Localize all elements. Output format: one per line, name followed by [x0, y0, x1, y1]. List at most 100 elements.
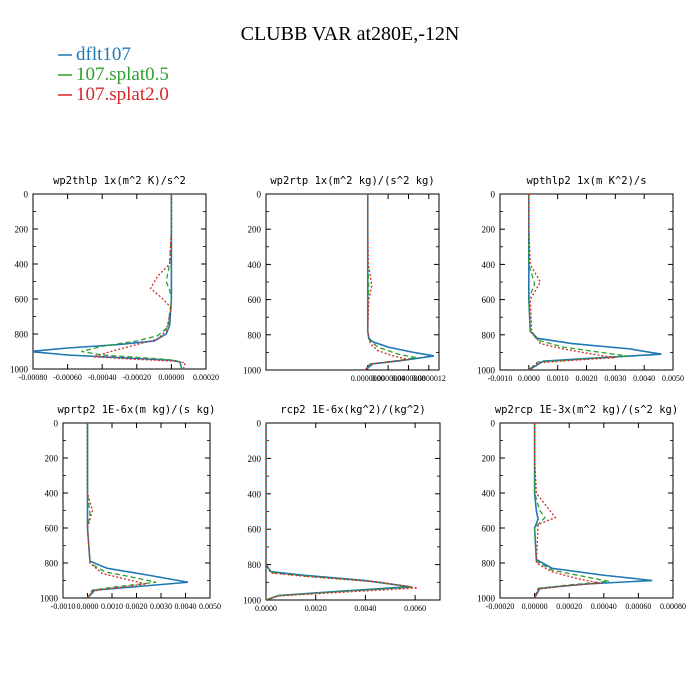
x-tick-label: 0.00000 — [522, 602, 548, 611]
series-line-107-splat2-0 — [266, 423, 418, 600]
x-tick-label: 0.0030 — [604, 374, 626, 383]
series-line-dflt107 — [364, 194, 435, 370]
panel-5: rcp2 1E-6x(kg^2)/(kg^2) 0 200 400 600 800 1000… — [243, 404, 441, 613]
y-tick-label: 800 — [482, 330, 496, 340]
y-tick-label: 0 — [257, 190, 262, 200]
y-tick-label: 400 — [15, 260, 29, 270]
x-tick-label: 0.00020 — [556, 602, 582, 611]
panel-title: wpthlp2 1x(m K^2)/s — [526, 175, 646, 187]
y-tick-label: 200 — [248, 454, 262, 464]
x-tick-label: 0.0000 — [518, 374, 540, 383]
series-line-107-splat2-0 — [86, 423, 147, 598]
legend-entry: dflt107 — [76, 44, 131, 65]
plot-frame — [499, 193, 674, 371]
x-tick-label: 0.0020 — [305, 604, 327, 613]
x-tick-label: 0.0000004 — [371, 374, 405, 383]
x-tick-label: 0.0030 — [150, 602, 172, 611]
y-tick-label: 1000 — [477, 366, 496, 376]
panel-title: wprtp2 1E-6x(m kg)/(s kg) — [57, 404, 215, 416]
series-line-107-splat2-0 — [528, 194, 616, 370]
panel-2: wp2rtp 1x(m^2 kg)/(s^2 kg) 0 200 400 600 800 1… — [243, 175, 446, 383]
y-tick-label: 600 — [248, 295, 262, 305]
y-tick-label: 0 — [54, 419, 59, 429]
y-tick-label: 1000 — [40, 594, 59, 604]
y-tick-label: 800 — [482, 559, 496, 569]
y-tick-label: 200 — [248, 225, 262, 235]
series-line-107-splat0-5 — [266, 423, 413, 600]
y-tick-label: 600 — [482, 295, 496, 305]
y-tick-label: 800 — [248, 560, 262, 570]
panel-title: rcp2 1E-6x(kg^2)/(kg^2) — [280, 404, 425, 416]
y-tick-label: 0 — [24, 190, 29, 200]
x-tick-label: -0.00020 — [122, 373, 151, 382]
series-line-dflt107 — [266, 423, 411, 600]
y-tick-label: 1000 — [10, 365, 29, 375]
y-tick-label: 400 — [45, 489, 59, 499]
y-tick-label: 400 — [482, 489, 496, 499]
y-tick-label: 0 — [491, 190, 496, 200]
y-tick-label: 800 — [45, 559, 59, 569]
panel-4: wprtp2 1E-6x(m kg)/(s kg) 0 200 400 600 800 10… — [40, 404, 221, 611]
x-tick-label: 0.0050 — [199, 602, 221, 611]
x-tick-label: 0.00000 — [158, 373, 184, 382]
legend-entry: 107.splat2.0 — [76, 84, 169, 105]
panel-3: wpthlp2 1x(m K^2)/s 0 200 400 600 800 1000-0.0… — [477, 175, 684, 383]
x-tick-label: 0.0040 — [633, 374, 655, 383]
y-tick-label: 200 — [45, 454, 59, 464]
series-line-107-splat0-5 — [86, 423, 157, 598]
y-tick-label: 200 — [15, 225, 29, 235]
panel-6: wp2rcp 1E-3x(m^2 kg)/(s^2 kg) 0 200 400 600 8… — [477, 404, 686, 611]
x-tick-label: -0.00060 — [53, 373, 82, 382]
x-tick-label: 0.00040 — [591, 602, 617, 611]
x-tick-label: 0.0050 — [662, 374, 684, 383]
y-tick-label: 200 — [482, 454, 496, 464]
y-tick-label: 1000 — [477, 594, 496, 604]
panels: wp2thlp 1x(m^2 K)/s^202004006008001000-0… — [10, 175, 686, 613]
x-tick-label: 0.0040 — [354, 604, 376, 613]
y-tick-label: 800 — [15, 330, 29, 340]
x-tick-label: 0.0060 — [404, 604, 426, 613]
y-tick-label: 1000 — [243, 366, 262, 376]
x-tick-label: 0.00020 — [193, 373, 219, 382]
panel-title: wp2thlp 1x(m^2 K)/s^2 — [53, 175, 186, 187]
x-tick-label: 0.0010 — [101, 602, 123, 611]
x-tick-label: 0.0020 — [576, 374, 598, 383]
x-tick-label: -0.0010 — [488, 374, 513, 383]
y-tick-label: 800 — [248, 330, 262, 340]
series-line-dflt107 — [33, 194, 183, 369]
panel-title: wp2rtp 1x(m^2 kg)/(s^2 kg) — [270, 175, 434, 187]
panel-title: wp2rcp 1E-3x(m^2 kg)/(s^2 kg) — [495, 404, 678, 416]
series-line-107-splat2-0 — [533, 423, 601, 598]
plot-frame — [62, 422, 211, 599]
x-tick-label: -0.00080 — [19, 373, 48, 382]
y-tick-label: 0 — [257, 419, 262, 429]
x-tick-label: 0.00080 — [660, 602, 686, 611]
y-tick-label: 400 — [482, 260, 496, 270]
x-tick-label: 0.0000 — [255, 604, 277, 613]
x-tick-label: 0.0000008 — [391, 374, 425, 383]
figure-title: CLUBB VAR at280E,-12N — [241, 23, 460, 45]
series-line-107-splat2-0 — [364, 194, 409, 370]
x-tick-label: -0.00040 — [88, 373, 117, 382]
y-tick-label: 600 — [248, 525, 262, 535]
y-tick-label: 600 — [482, 524, 496, 534]
y-tick-label: 400 — [248, 260, 262, 270]
x-tick-label: 0.0000 — [77, 602, 99, 611]
legend-entry: 107.splat0.5 — [76, 64, 169, 85]
series-line-dflt107 — [86, 423, 189, 598]
x-tick-label: 0.0040 — [175, 602, 197, 611]
y-tick-label: 600 — [45, 524, 59, 534]
y-tick-label: 400 — [248, 489, 262, 499]
x-tick-label: -0.0010 — [51, 602, 76, 611]
y-tick-label: 1000 — [243, 596, 262, 606]
y-tick-label: 600 — [15, 295, 29, 305]
series-line-107-splat0-5 — [533, 423, 610, 598]
y-tick-label: 200 — [482, 225, 496, 235]
x-tick-label: 0.0000000 — [351, 374, 385, 383]
x-tick-label: 0.0020 — [126, 602, 148, 611]
x-tick-label: 0.00060 — [625, 602, 651, 611]
plot-frame — [265, 193, 440, 371]
plot-frame — [499, 422, 674, 599]
